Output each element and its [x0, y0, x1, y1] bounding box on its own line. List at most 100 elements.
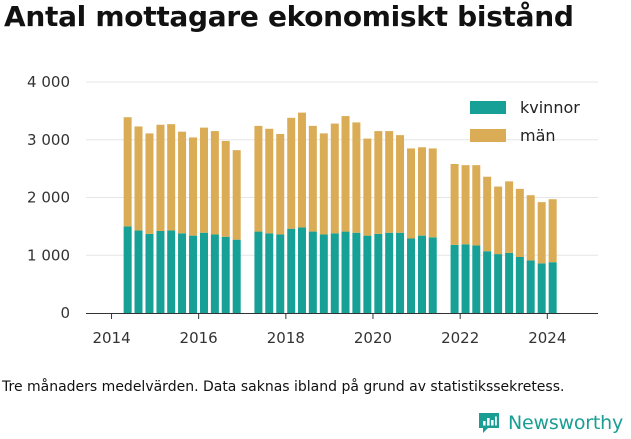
bar-segment-man [341, 116, 350, 232]
bars [123, 112, 557, 314]
stacked-bar-chart: 2014 2016 2018 2020 2022 2024 0 1 000 2 000 3 00… [27, 73, 598, 347]
bar-segment-kvinnor [548, 262, 557, 313]
bar-segment-man [472, 165, 481, 246]
brand-name: Newsworthy [508, 412, 624, 434]
y-tick-label: 0 [60, 304, 70, 322]
bar-segment-kvinnor [134, 230, 143, 313]
bar-segment-kvinnor [254, 231, 263, 313]
bar-segment-kvinnor [526, 260, 535, 313]
bar-segment-man [319, 133, 328, 235]
bar-segment-man [123, 117, 132, 227]
y-tick-label: 2 000 [27, 189, 70, 207]
newsworthy-brand[interactable]: Newsworthy [476, 409, 623, 437]
bar-segment-kvinnor [287, 228, 296, 313]
bar-segment-man [156, 124, 165, 231]
bar-segment-kvinnor [385, 232, 394, 313]
bar-segment-man [254, 125, 263, 232]
bar-segment-man [385, 131, 394, 233]
x-tick-label: 2016 [180, 329, 218, 347]
bar-segment-kvinnor [505, 252, 514, 313]
bar-segment-man [134, 126, 143, 231]
bar-segment-kvinnor [483, 251, 492, 313]
bar-segment-kvinnor [200, 232, 209, 313]
bar-segment-man [265, 128, 274, 234]
bar-segment-kvinnor [178, 233, 187, 313]
legend-swatch [470, 101, 506, 114]
bar-segment-kvinnor [297, 227, 306, 313]
legend-swatch [470, 129, 506, 142]
bar-segment-man [167, 124, 176, 231]
bar-segment-kvinnor [537, 263, 546, 313]
bar-segment-kvinnor [341, 231, 350, 313]
bar-segment-kvinnor [407, 238, 416, 313]
bar-segment-man [450, 164, 459, 245]
bar-segment-kvinnor [123, 226, 132, 314]
bar-chart-speech-bubble-icon [479, 413, 499, 433]
bar-segment-kvinnor [145, 233, 154, 313]
bar-segment-kvinnor [210, 234, 219, 313]
bar-segment-man [548, 199, 557, 263]
bar-segment-kvinnor [494, 254, 503, 313]
bar-segment-man [221, 140, 230, 237]
legend-label: män [520, 126, 556, 145]
bar-segment-kvinnor [308, 231, 317, 313]
bar-segment-man [297, 112, 306, 228]
bar-segment-man [308, 125, 317, 232]
bar-segment-man [396, 135, 405, 233]
bar-segment-man [374, 131, 383, 234]
bar-segment-kvinnor [461, 244, 470, 313]
bar-segment-kvinnor [276, 234, 285, 313]
legend: kvinnor män [470, 98, 580, 145]
bar-segment-kvinnor [418, 235, 426, 313]
bar-segment-man [287, 117, 296, 229]
x-tick-label: 2022 [441, 329, 479, 347]
bar-segment-kvinnor [330, 233, 339, 313]
bar-segment-man [178, 131, 187, 234]
bar-segment-man [526, 195, 535, 261]
bar-segment-kvinnor [189, 235, 198, 313]
bar-segment-man [276, 133, 285, 235]
bar-segment-man [407, 148, 416, 239]
bar-segment-kvinnor [319, 234, 328, 313]
bar-segment-kvinnor [232, 239, 241, 313]
bar-segment-man [330, 123, 339, 234]
footnote: Tre månaders medelvärden. Data saknas ib… [2, 379, 565, 395]
x-axis: 2014 2016 2018 2020 2022 2024 [86, 313, 598, 347]
y-axis: 0 1 000 2 000 3 000 4 000 [27, 73, 70, 322]
x-tick-label: 2018 [267, 329, 305, 347]
bar-segment-man [189, 137, 198, 236]
x-tick-label: 2020 [354, 329, 392, 347]
legend-label: kvinnor [520, 98, 580, 117]
bar-segment-man [505, 181, 514, 253]
bar-segment-kvinnor [352, 232, 361, 313]
bar-segment-kvinnor [167, 230, 176, 313]
bar-segment-kvinnor [363, 235, 372, 313]
bar-segment-kvinnor [221, 236, 230, 313]
bar-segment-kvinnor [156, 231, 165, 313]
bar-segment-man [418, 147, 426, 236]
chart-title: Antal mottagare ekonomiskt bistånd [4, 0, 574, 33]
bar-segment-man [352, 122, 361, 233]
bar-segment-kvinnor [472, 245, 481, 313]
bar-segment-man [145, 133, 154, 234]
y-tick-label: 1 000 [27, 246, 70, 264]
bar-segment-kvinnor [450, 244, 459, 313]
y-tick-label: 3 000 [27, 131, 70, 149]
bar-segment-kvinnor [515, 256, 524, 313]
x-tick-label: 2014 [92, 329, 130, 347]
y-tick-label: 4 000 [27, 73, 70, 91]
bar-segment-man [363, 138, 372, 236]
bar-segment-kvinnor [265, 233, 274, 313]
bar-segment-man [232, 150, 241, 240]
bar-segment-kvinnor [396, 232, 405, 313]
bar-segment-kvinnor [374, 233, 383, 313]
bar-segment-man [483, 176, 492, 252]
bar-segment-man [428, 148, 437, 238]
bar-segment-man [537, 202, 546, 264]
bar-segment-man [200, 127, 209, 233]
x-tick-label: 2024 [528, 329, 566, 347]
bar-segment-man [494, 186, 503, 255]
bar-segment-man [515, 188, 524, 257]
bar-segment-man [210, 131, 219, 235]
bar-segment-kvinnor [428, 237, 437, 313]
